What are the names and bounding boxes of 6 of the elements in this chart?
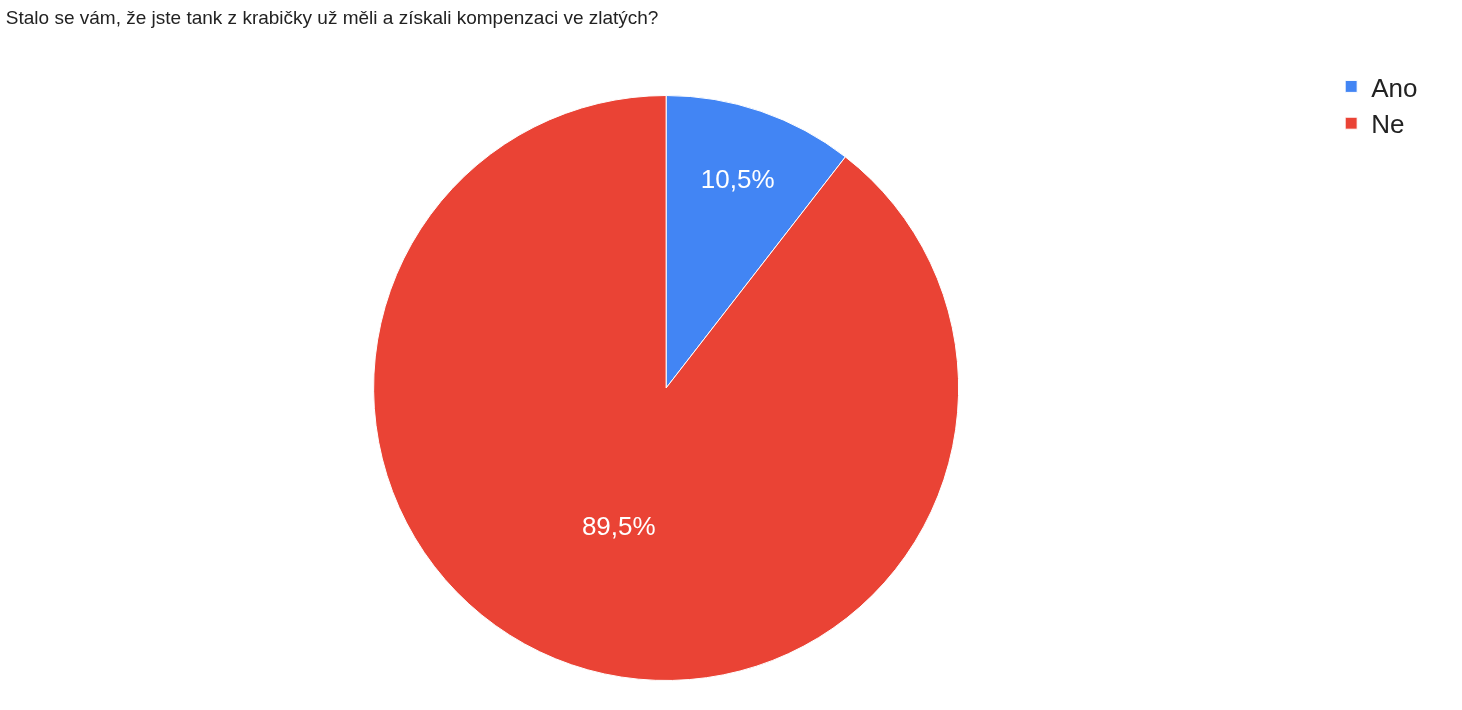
data-label: 10,5% <box>700 163 775 194</box>
chart-title: Stalo se vám, že jste tank z krabičky už měli a získali kompenzaci ve zlatých? <box>5 6 659 28</box>
legend-label: Ano <box>1371 72 1418 103</box>
legend-label: Ne <box>1371 109 1405 140</box>
data-label: 89,5% <box>581 511 656 542</box>
pie-slice <box>373 95 960 681</box>
